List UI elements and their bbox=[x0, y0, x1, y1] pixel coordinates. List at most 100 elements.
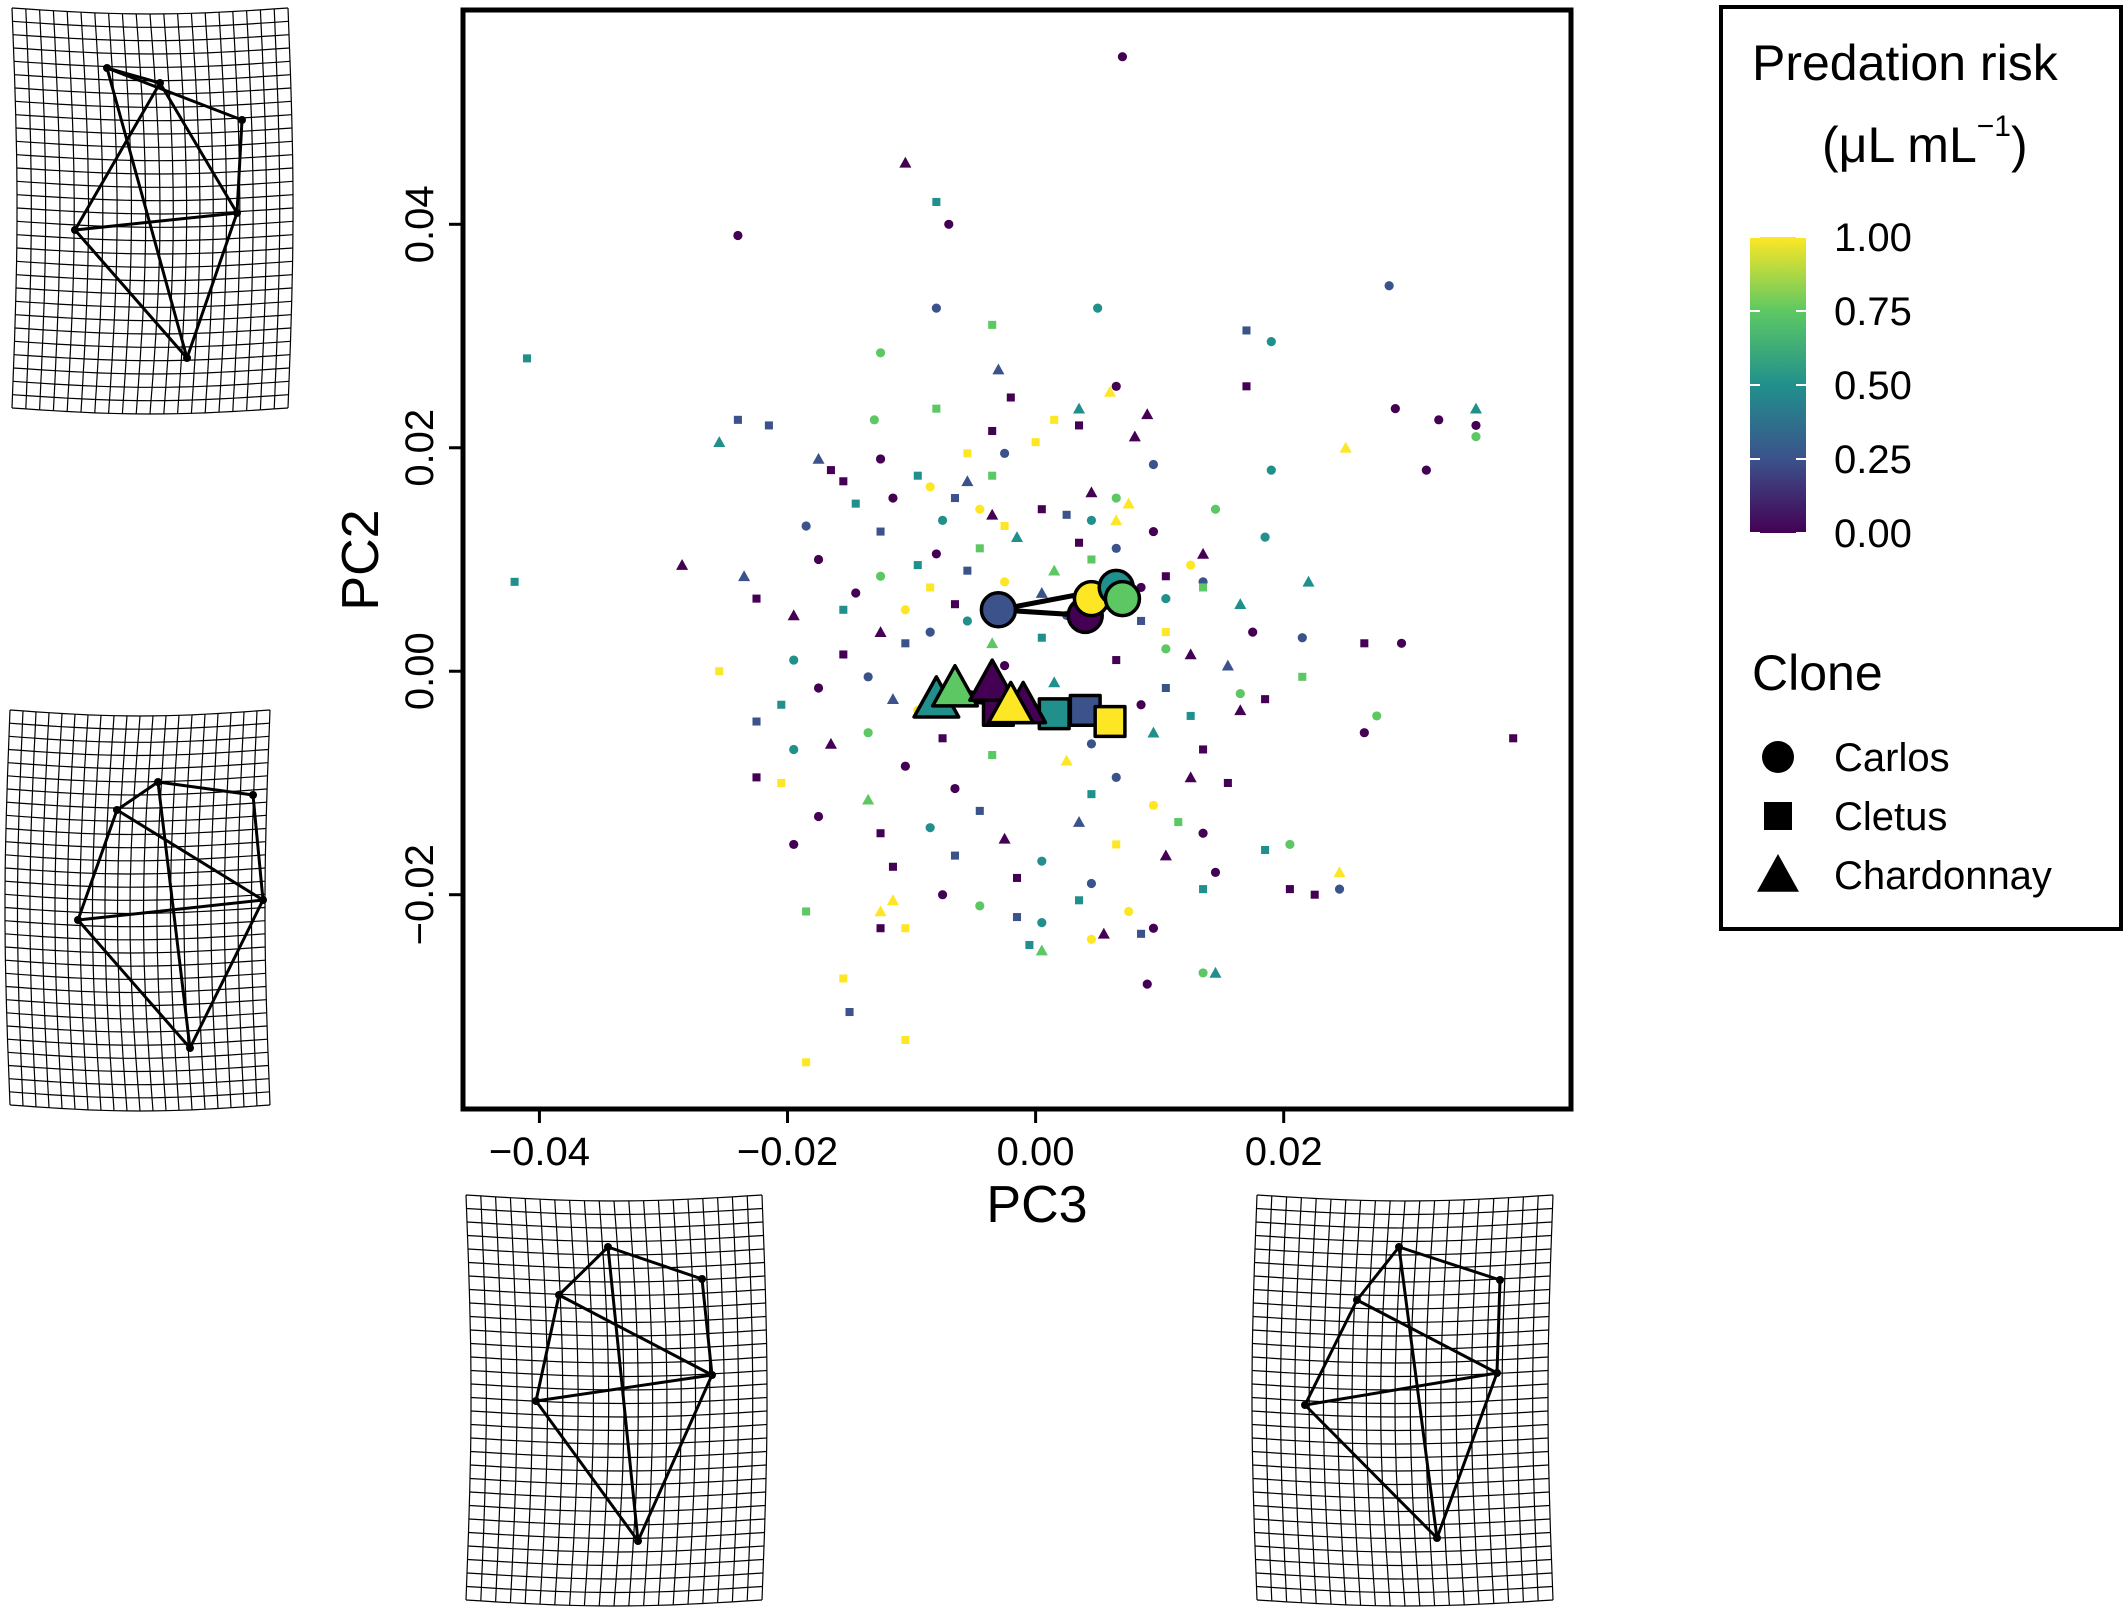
grid-line bbox=[466, 1585, 763, 1594]
grid-line bbox=[16, 140, 293, 148]
data-point-square bbox=[1137, 616, 1146, 625]
data-point-square bbox=[1074, 896, 1084, 905]
landmark-link bbox=[1303, 1299, 1359, 1406]
grid-line bbox=[1253, 1302, 1550, 1310]
legend-label-carlos: Carlos bbox=[1834, 736, 1950, 780]
data-point-triangle bbox=[1048, 676, 1061, 688]
data-point-circle bbox=[1086, 934, 1097, 944]
landmark-point bbox=[698, 1275, 706, 1283]
grid-line bbox=[15, 300, 292, 308]
data-point-square bbox=[1199, 745, 1208, 754]
landmark-link bbox=[73, 229, 189, 359]
grid-line bbox=[5, 880, 266, 888]
data-point-circle bbox=[962, 616, 972, 626]
grid-line bbox=[467, 1545, 765, 1553]
data-point-square bbox=[988, 471, 997, 480]
landmark-point bbox=[1301, 1401, 1309, 1409]
grid-line bbox=[1252, 1477, 1550, 1486]
data-point-triangle bbox=[738, 570, 751, 582]
data-point-square bbox=[1031, 438, 1040, 447]
data-point-square bbox=[777, 778, 786, 787]
landmark-link bbox=[188, 899, 265, 1049]
data-point-circle bbox=[931, 303, 941, 313]
data-point-triangle bbox=[1060, 754, 1073, 766]
data-point-circle bbox=[1093, 303, 1103, 313]
grid-line bbox=[6, 801, 267, 809]
data-point-triangle bbox=[1469, 402, 1483, 414]
data-point-triangle bbox=[998, 832, 1011, 844]
grid-line bbox=[12, 34, 290, 42]
data-point-circle bbox=[1285, 839, 1295, 850]
grid-line bbox=[1255, 1572, 1553, 1580]
data-point-circle bbox=[937, 515, 948, 525]
data-point-square bbox=[777, 700, 786, 709]
data-point-circle bbox=[999, 661, 1010, 671]
mean-point-chardonnay bbox=[930, 663, 980, 708]
grid-line bbox=[467, 1248, 765, 1256]
color-bar-label: 1.00 bbox=[1834, 216, 1912, 260]
grid-line bbox=[470, 1342, 767, 1351]
grid-line bbox=[1253, 1504, 1550, 1513]
data-point-circle bbox=[1471, 420, 1481, 431]
data-point-square bbox=[1074, 421, 1084, 430]
data-point-circle bbox=[925, 823, 935, 833]
data-point-circle bbox=[1384, 281, 1394, 291]
y-tick-label: 0.00 bbox=[398, 632, 442, 710]
landmark-link bbox=[74, 211, 238, 232]
data-point-triangle bbox=[1128, 430, 1141, 442]
grid-line bbox=[5, 985, 267, 994]
data-point-triangle bbox=[1072, 816, 1086, 827]
data-point-triangle bbox=[1097, 927, 1110, 939]
landmark-point bbox=[113, 806, 121, 814]
landmark-link bbox=[158, 82, 239, 214]
data-point-square bbox=[802, 907, 811, 916]
grid-line bbox=[1255, 1234, 1552, 1243]
grid-line bbox=[470, 1437, 767, 1445]
data-point-triangle bbox=[1184, 648, 1197, 660]
data-point-triangle bbox=[899, 156, 912, 168]
data-point-square bbox=[1161, 572, 1170, 581]
landmark-link bbox=[557, 1245, 610, 1297]
landmark-link bbox=[558, 1293, 713, 1377]
data-point-circle bbox=[1210, 867, 1221, 877]
grid-line bbox=[13, 367, 290, 375]
data-point-square bbox=[1112, 656, 1121, 665]
data-point-circle bbox=[1148, 800, 1159, 810]
mean-points-layer bbox=[912, 568, 1142, 739]
landmark-link bbox=[636, 1374, 714, 1542]
grid-line bbox=[9, 1091, 270, 1099]
data-point-triangle bbox=[874, 905, 887, 917]
color-bar-label: 0.25 bbox=[1834, 438, 1912, 482]
grid-line bbox=[5, 933, 266, 941]
landmark-link bbox=[156, 781, 192, 1049]
data-point-square bbox=[1000, 521, 1009, 531]
data-point-triangle bbox=[1103, 385, 1117, 397]
data-point-circle bbox=[1086, 878, 1097, 889]
grid-line bbox=[469, 1288, 766, 1297]
landmark-point bbox=[1395, 1243, 1403, 1251]
data-point-circle bbox=[1421, 465, 1431, 475]
landmark-link bbox=[1356, 1298, 1498, 1375]
landmark-link bbox=[157, 780, 254, 797]
grid-line bbox=[9, 722, 270, 730]
grid-line bbox=[16, 167, 293, 175]
data-point-circle bbox=[813, 811, 824, 822]
data-point-circle bbox=[789, 839, 799, 850]
data-point-square bbox=[932, 404, 941, 413]
landmark-point bbox=[1433, 1534, 1441, 1542]
grid-line bbox=[468, 1518, 765, 1526]
data-point-circle bbox=[1297, 633, 1307, 643]
data-point-triangle bbox=[713, 436, 726, 448]
color-legend-title-superscript: −1 bbox=[1977, 110, 2011, 143]
data-point-circle bbox=[1124, 906, 1134, 917]
data-point-circle bbox=[944, 219, 954, 229]
landmark-link bbox=[535, 1373, 713, 1403]
data-point-circle bbox=[813, 683, 824, 693]
grid-line bbox=[12, 20, 289, 28]
grid-line bbox=[1252, 1356, 1549, 1364]
grid-line bbox=[15, 314, 292, 322]
grid-line bbox=[7, 775, 268, 783]
data-point-triangle bbox=[986, 508, 999, 520]
data-point-circle bbox=[1161, 594, 1171, 604]
data-point-square bbox=[901, 1035, 910, 1044]
